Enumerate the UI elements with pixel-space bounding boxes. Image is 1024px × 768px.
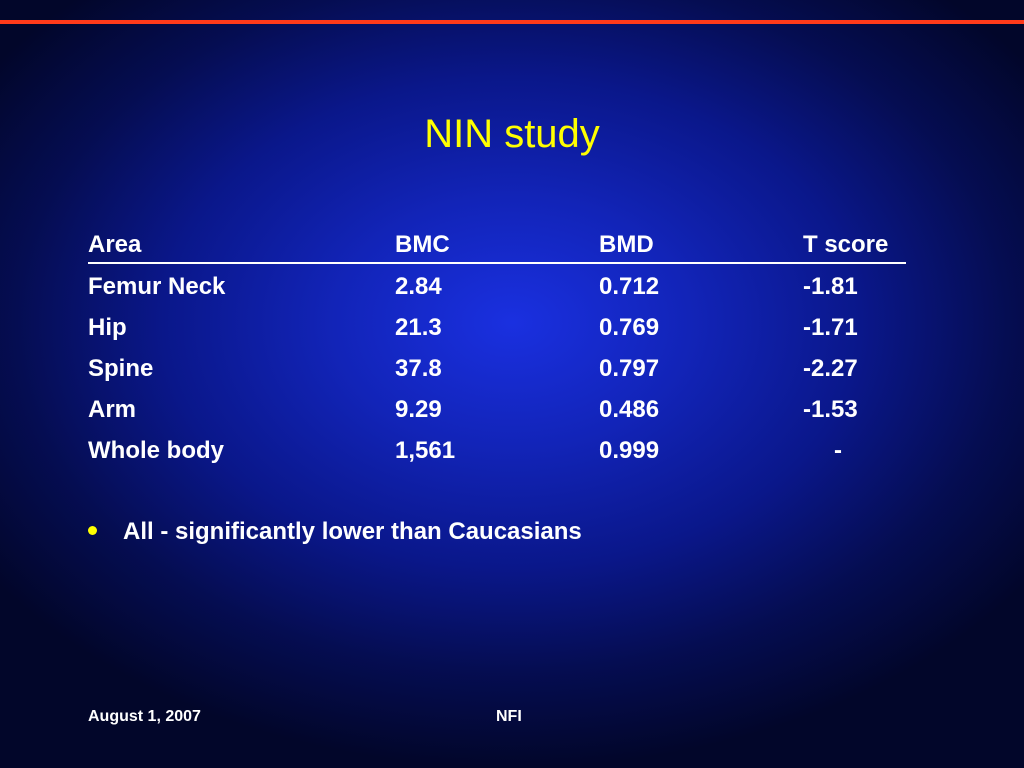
table-row: Spine 37.8 0.797 -2.27 xyxy=(88,352,906,393)
cell-bmc: 1,561 xyxy=(395,437,456,464)
table-row: Femur Neck 2.84 0.712 -1.81 xyxy=(88,270,906,311)
cell-t-score: -1.53 xyxy=(803,396,858,423)
cell-area: Spine xyxy=(88,355,154,382)
header-area: Area xyxy=(88,231,142,258)
cell-t-score: -1.71 xyxy=(803,314,858,341)
cell-bmc: 37.8 xyxy=(395,355,442,382)
table-header-row: Area BMC BMD T score xyxy=(88,228,906,264)
bullet-text: All - significantly lower than Caucasian… xyxy=(123,518,582,545)
cell-bmd: 0.769 xyxy=(599,314,660,341)
cell-bmc: 9.29 xyxy=(395,396,442,423)
slide-title: NIN study xyxy=(424,112,600,156)
footer-org: NFI xyxy=(496,708,522,725)
table-row: Whole body 1,561 0.999 - xyxy=(88,434,906,475)
header-bmc: BMC xyxy=(395,231,450,258)
table-row: Arm 9.29 0.486 -1.53 xyxy=(88,393,906,434)
header-t-score: T score xyxy=(803,231,889,258)
cell-bmd: 0.486 xyxy=(599,396,660,423)
footer-date: August 1, 2007 xyxy=(88,708,201,725)
data-table: Area BMC BMD T score Femur Neck 2.84 0.7… xyxy=(88,228,906,475)
cell-t-score: - xyxy=(834,437,842,464)
top-accent-rule xyxy=(0,20,1024,24)
cell-area: Whole body xyxy=(88,437,224,464)
table-row: Hip 21.3 0.769 -1.71 xyxy=(88,311,906,352)
cell-bmd: 0.797 xyxy=(599,355,660,382)
cell-area: Arm xyxy=(88,396,137,423)
header-bmd: BMD xyxy=(599,231,654,258)
cell-t-score: -2.27 xyxy=(803,355,858,382)
bullet-item: All - significantly lower than Caucasian… xyxy=(88,514,582,550)
cell-area: Femur Neck xyxy=(88,273,226,300)
cell-area: Hip xyxy=(88,314,127,341)
bullet-dot-icon xyxy=(88,526,97,536)
cell-bmc: 2.84 xyxy=(395,273,442,300)
cell-bmc: 21.3 xyxy=(395,314,442,341)
cell-bmd: 0.999 xyxy=(599,437,660,464)
cell-t-score: -1.81 xyxy=(803,273,858,300)
cell-bmd: 0.712 xyxy=(599,273,660,300)
